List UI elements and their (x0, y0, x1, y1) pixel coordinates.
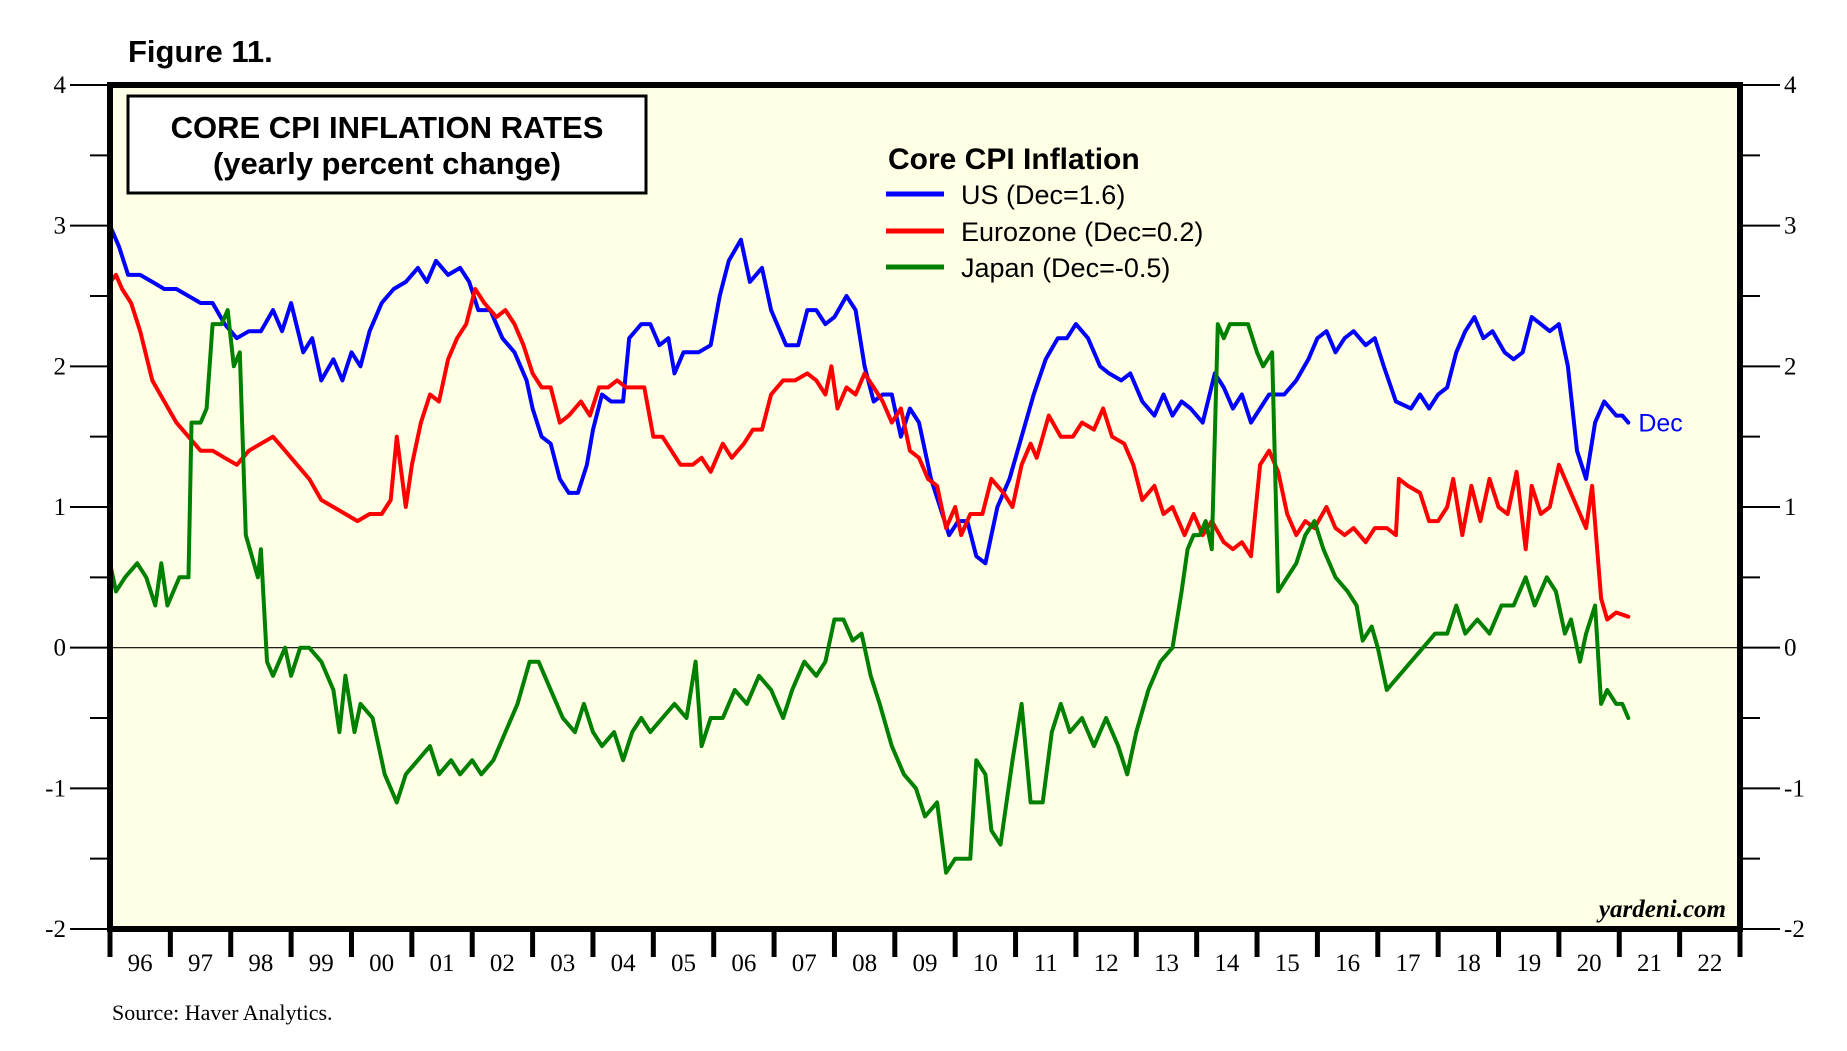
x-tick-label: 20 (1577, 950, 1602, 977)
y-tick-label-left: 4 (54, 72, 67, 99)
x-tick-label: 00 (369, 950, 394, 977)
x-tick-label: 19 (1516, 950, 1541, 977)
y-tick-label-left: 2 (54, 353, 67, 380)
x-tick-label: 05 (671, 950, 696, 977)
series-line-japan (108, 308, 1631, 875)
plot-frame (107, 82, 1743, 932)
x-tick-label: 08 (852, 950, 877, 977)
chart-subtitle: (yearly percent change) (213, 146, 561, 181)
x-tick-label: 04 (611, 950, 637, 977)
y-tick-label-right: 1 (1784, 494, 1797, 521)
source-note: Source: Haver Analytics. (112, 1000, 333, 1025)
x-tick-label: 01 (430, 950, 455, 977)
x-tick-label: 02 (490, 950, 515, 977)
y-tick-label-left: -2 (45, 916, 66, 943)
y-axis-left: -2 -1 0 1 2 3 4 (45, 72, 110, 943)
x-tick-label: 97 (188, 950, 213, 977)
figure-label: Figure 11. (128, 34, 273, 69)
x-axis: 96 97 98 99 00 01 02 03 04 05 06 07 08 09 10 11 12 13 14 15… (107, 929, 1743, 977)
series-line-us (108, 223, 1631, 566)
y-tick-label-left: 1 (54, 494, 67, 521)
chart-title: CORE CPI INFLATION RATES (171, 110, 604, 145)
legend-title: Core CPI Inflation (888, 143, 1140, 176)
legend-label-japan: Japan (Dec=-0.5) (961, 253, 1170, 283)
series-line-eurozone (108, 272, 1631, 622)
x-tick-label: 18 (1456, 950, 1481, 977)
x-tick-label: 11 (1034, 950, 1058, 977)
x-tick-label: 16 (1335, 950, 1360, 977)
watermark: yardeni.com (1596, 896, 1726, 923)
x-tick-label: 09 (913, 950, 938, 977)
x-tick-label: 15 (1275, 950, 1300, 977)
legend: Core CPI Inflation US (Dec=1.6) Eurozone… (886, 143, 1203, 283)
x-tick-label: 22 (1697, 950, 1722, 977)
x-tick-label: 14 (1214, 950, 1240, 977)
title-box: CORE CPI INFLATION RATES (yearly percent… (126, 94, 648, 195)
x-tick-label: 06 (731, 950, 756, 977)
legend-label-eurozone: Eurozone (Dec=0.2) (961, 217, 1203, 247)
y-axis-right: -2 -1 0 1 2 3 4 (1740, 72, 1805, 943)
x-tick-label: 99 (309, 950, 334, 977)
title-box-frame (126, 94, 648, 195)
y-tick-label-left: 3 (54, 213, 67, 240)
x-tick-label: 07 (792, 950, 817, 977)
x-tick-label: 17 (1395, 950, 1420, 977)
y-tick-label-right: -2 (1784, 916, 1805, 943)
y-tick-label-right: 3 (1784, 213, 1797, 240)
x-tick-label: 12 (1094, 950, 1119, 977)
y-tick-label-right: 4 (1784, 72, 1797, 99)
plot-background (110, 85, 1740, 929)
y-tick-label-left: -1 (45, 775, 66, 802)
x-tick-label: 98 (248, 950, 273, 977)
y-tick-label-right: 0 (1784, 635, 1797, 662)
x-tick-label: 21 (1637, 950, 1662, 977)
x-tick-label: 96 (128, 950, 153, 977)
y-tick-label-left: 0 (54, 635, 67, 662)
y-tick-label-right: -1 (1784, 775, 1805, 802)
series-layer (108, 223, 1631, 875)
y-tick-label-right: 2 (1784, 353, 1797, 380)
x-tick-label: 10 (973, 950, 998, 977)
x-tick-label: 03 (550, 950, 575, 977)
us-end-annotation: Dec (1638, 410, 1682, 438)
x-tick-label: 13 (1154, 950, 1179, 977)
legend-label-us: US (Dec=1.6) (961, 180, 1125, 210)
